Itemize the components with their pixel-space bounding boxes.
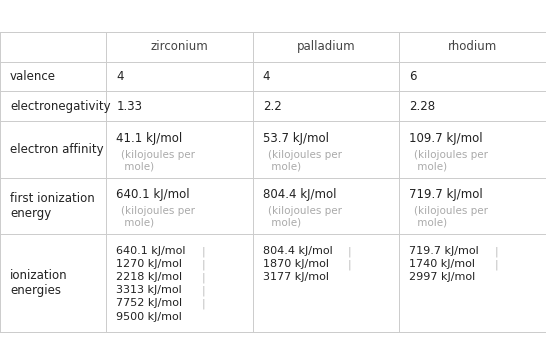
Text: 7752 kJ/mol: 7752 kJ/mol <box>116 298 182 308</box>
Text: (kilojoules per
 mole): (kilojoules per mole) <box>414 206 488 228</box>
Text: 2997 kJ/mol: 2997 kJ/mol <box>409 272 476 282</box>
Text: (kilojoules per
 mole): (kilojoules per mole) <box>121 206 195 228</box>
Text: 1270 kJ/mol: 1270 kJ/mol <box>116 259 182 269</box>
Text: 640.1 kJ/mol: 640.1 kJ/mol <box>116 246 186 256</box>
Text: 41.1 kJ/mol: 41.1 kJ/mol <box>116 132 183 145</box>
Text: |: | <box>201 259 205 270</box>
Text: 2218 kJ/mol: 2218 kJ/mol <box>116 272 182 282</box>
Text: (kilojoules per
 mole): (kilojoules per mole) <box>268 150 342 171</box>
Text: |: | <box>348 259 352 270</box>
Text: |: | <box>201 285 205 296</box>
Text: 719.7 kJ/mol: 719.7 kJ/mol <box>409 246 479 256</box>
Text: 804.4 kJ/mol: 804.4 kJ/mol <box>263 246 333 256</box>
Text: |: | <box>201 272 205 283</box>
Text: (kilojoules per
 mole): (kilojoules per mole) <box>121 150 195 171</box>
Bar <box>0 32 546 332</box>
Text: 3313 kJ/mol: 3313 kJ/mol <box>116 285 182 295</box>
Text: 640.1 kJ/mol: 640.1 kJ/mol <box>116 188 190 201</box>
Text: zirconium: zirconium <box>151 40 209 53</box>
Text: 719.7 kJ/mol: 719.7 kJ/mol <box>409 188 483 201</box>
Text: 6: 6 <box>409 70 417 83</box>
Text: electron affinity: electron affinity <box>10 143 104 156</box>
Text: ionization
energies: ionization energies <box>10 269 68 297</box>
Text: 4: 4 <box>116 70 124 83</box>
Text: 2.2: 2.2 <box>263 100 282 113</box>
Text: 109.7 kJ/mol: 109.7 kJ/mol <box>409 132 483 145</box>
Text: |: | <box>348 246 352 257</box>
Text: 1740 kJ/mol: 1740 kJ/mol <box>409 259 475 269</box>
Text: 804.4 kJ/mol: 804.4 kJ/mol <box>263 188 336 201</box>
Text: |: | <box>201 246 205 257</box>
Text: |: | <box>494 246 498 257</box>
Text: 3177 kJ/mol: 3177 kJ/mol <box>263 272 329 282</box>
Text: valence: valence <box>10 70 56 83</box>
Text: first ionization
energy: first ionization energy <box>10 192 95 220</box>
Text: palladium: palladium <box>296 40 355 53</box>
Text: 1870 kJ/mol: 1870 kJ/mol <box>263 259 329 269</box>
Text: 4: 4 <box>263 70 270 83</box>
Text: electronegativity: electronegativity <box>10 100 111 113</box>
Text: (kilojoules per
 mole): (kilojoules per mole) <box>268 206 342 228</box>
Text: 53.7 kJ/mol: 53.7 kJ/mol <box>263 132 329 145</box>
Text: |: | <box>494 259 498 270</box>
Text: 2.28: 2.28 <box>409 100 435 113</box>
Text: rhodium: rhodium <box>448 40 497 53</box>
Text: (kilojoules per
 mole): (kilojoules per mole) <box>414 150 488 171</box>
Text: 1.33: 1.33 <box>116 100 143 113</box>
Text: 9500 kJ/mol: 9500 kJ/mol <box>116 312 182 321</box>
Text: |: | <box>201 298 205 309</box>
